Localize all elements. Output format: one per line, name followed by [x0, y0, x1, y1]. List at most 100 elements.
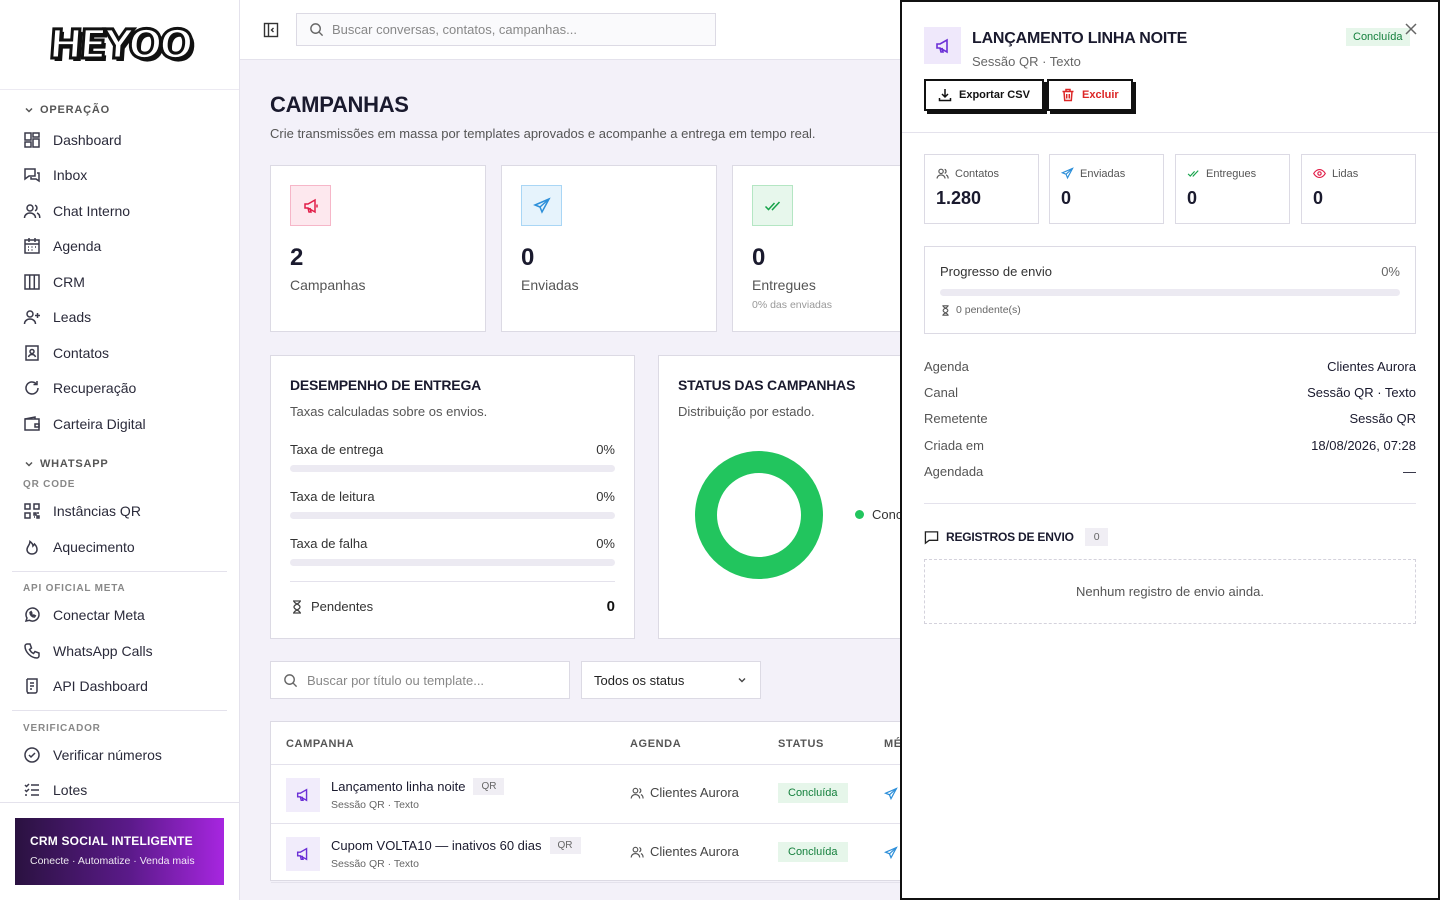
section-operacao-label: OPERAÇÃO	[40, 104, 110, 116]
sidebar-item-lotes[interactable]: Lotes	[12, 773, 227, 809]
count-badge: 0	[1084, 528, 1109, 546]
rate-label: Taxa de leitura	[290, 489, 375, 504]
rate-falha: Taxa de falha 0%	[290, 536, 615, 566]
agenda-name: Clientes Aurora	[650, 785, 739, 800]
sidebar-item-leads[interactable]: Leads	[12, 300, 227, 336]
close-icon[interactable]	[1404, 22, 1418, 36]
column-header-campanha[interactable]: CAMPANHA	[286, 738, 355, 750]
sidebar-item-instancias[interactable]: Instâncias QR	[12, 494, 227, 530]
sidebar-toggle-icon[interactable]	[263, 22, 279, 38]
meta-agendada: Agendada —	[924, 464, 1416, 479]
export-csv-button[interactable]: Exportar CSV	[924, 79, 1044, 111]
sidebar-item-aquecimento[interactable]: Aquecimento	[12, 529, 227, 565]
sidebar-item-agenda[interactable]: Agenda	[12, 229, 227, 265]
campaign-name[interactable]: Cupom VOLTA10 — inativos 60 dias	[331, 838, 542, 853]
status-badge: Concluída	[1346, 28, 1410, 46]
channel-badge: QR	[549, 837, 581, 854]
sidebar-item-crm[interactable]: CRM	[12, 264, 227, 300]
scroll-icon	[26, 678, 38, 694]
sidebar-item-verificar[interactable]: Verificar números	[12, 737, 227, 773]
section-title: REGISTROS DE ENVIO	[946, 530, 1074, 544]
meta-criada: Criada em 18/08/2026, 07:28	[924, 438, 1416, 453]
page-title: CAMPANHAS	[270, 92, 409, 117]
section-verificador: VERIFICADOR	[23, 722, 101, 734]
sidebar-item-label: Contatos	[53, 344, 110, 361]
trash-icon	[1062, 88, 1074, 102]
campaigns-table: CAMPANHA AGENDA STATUS MÉTRICAS Lançamen…	[270, 721, 900, 883]
section-operacao[interactable]: OPERAÇÃO	[12, 98, 227, 122]
contact-book-icon	[25, 345, 39, 361]
kpi-contatos: Contatos 1.280	[924, 154, 1039, 224]
pending-row: Pendentes 0	[290, 581, 615, 615]
column-header-agenda[interactable]: AGENDA	[630, 738, 682, 750]
users-icon	[630, 846, 644, 857]
pending-count: 0 pendente(s)	[956, 304, 1021, 316]
refresh-icon	[25, 381, 39, 395]
search-icon	[284, 673, 298, 687]
global-search-input[interactable]: Buscar conversas, contatos, campanhas...	[296, 13, 716, 46]
kanban-icon	[24, 274, 40, 290]
delete-button[interactable]: Excluir	[1047, 79, 1133, 111]
sidebar-item-calls[interactable]: WhatsApp Calls	[12, 633, 227, 669]
status-filter-select[interactable]: Todos os status	[581, 661, 761, 699]
button-label: Excluir	[1082, 89, 1119, 101]
promo-title: CRM SOCIAL INTELIGENTE	[30, 834, 193, 848]
divider	[12, 710, 227, 711]
divider	[0, 802, 240, 803]
sidebar-item-api-dashboard[interactable]: API Dashboard	[12, 669, 227, 705]
sidebar-item-label: Conectar Meta	[53, 607, 145, 624]
send-logs-header: REGISTROS DE ENVIO 0	[924, 528, 1109, 546]
qr-code-icon	[24, 503, 40, 519]
campaign-meta: Sessão QR · Texto	[331, 858, 419, 870]
section-whatsapp[interactable]: WHATSAPP	[12, 452, 227, 476]
sidebar-item-contatos[interactable]: Contatos	[12, 335, 227, 371]
sidebar-item-label: Recuperação	[53, 380, 137, 397]
campaign-search-input[interactable]: Buscar por título ou template...	[270, 661, 570, 699]
sidebar-item-label: Instâncias QR	[53, 503, 141, 520]
download-icon	[938, 89, 952, 102]
column-header-metricas[interactable]: MÉTRICAS	[884, 738, 900, 750]
user-plus-icon	[23, 310, 40, 325]
sidebar-item-label: Leads	[53, 309, 92, 326]
status-badge: Concluída	[778, 842, 848, 862]
heyoo-logo[interactable]: HEYOO	[46, 20, 194, 69]
donut-slice-concluida[interactable]	[695, 451, 823, 579]
logo-area: HEYOO	[0, 0, 239, 90]
progress-bar	[290, 512, 615, 519]
column-header-status[interactable]: STATUS	[778, 738, 824, 750]
search-placeholder: Buscar por título ou template...	[307, 672, 485, 688]
divider	[12, 570, 227, 572]
calendar-icon	[24, 238, 40, 254]
sidebar-item-recuperacao[interactable]: Recuperação	[12, 371, 227, 407]
promo-banner[interactable]: CRM SOCIAL INTELIGENTE Conecte · Automat…	[15, 818, 224, 885]
send-progress-card: Progresso de envio 0% 0 pendente(s)	[924, 246, 1416, 334]
chevron-down-icon	[25, 461, 33, 467]
eye-icon	[1313, 168, 1326, 179]
legend-label: Concluída	[872, 507, 900, 522]
progress-bar	[940, 289, 1400, 296]
panel-subtitle: Taxas calculadas sobre os envios.	[290, 404, 488, 419]
sidebar-item-inbox[interactable]: Inbox	[12, 158, 227, 194]
progress-bar	[290, 559, 615, 566]
meta-key: Agenda	[924, 359, 969, 374]
table-row[interactable]: Cupom VOLTA10 — inativos 60 dias QR Sessã…	[271, 824, 900, 883]
meta-value: Sessão QR	[1349, 411, 1416, 426]
kpi-entregues: Entregues 0	[1175, 154, 1290, 224]
sidebar-item-chat-interno[interactable]: Chat Interno	[12, 193, 227, 229]
kpi-value: 0	[1313, 188, 1324, 208]
table-row[interactable]: Lançamento linha noite QR Sessão QR · Tex…	[271, 765, 900, 824]
megaphone-icon	[286, 837, 320, 871]
message-icon	[924, 530, 939, 544]
sidebar-item-dashboard[interactable]: Dashboard	[12, 122, 227, 158]
status-badge: Concluída	[778, 783, 848, 803]
stat-label: Entregues	[752, 277, 816, 293]
dashboard-icon	[24, 132, 40, 148]
empty-state: Nenhum registro de envio ainda.	[924, 559, 1416, 624]
kpi-enviadas: Enviadas 0	[1049, 154, 1164, 224]
panel-title: STATUS DAS CAMPANHAS	[678, 377, 856, 393]
sidebar-item-conectar-meta[interactable]: Conectar Meta	[12, 598, 227, 634]
sidebar: HEYOO OPERAÇÃO Dashboard Inbox Chat Inte…	[0, 0, 240, 900]
sidebar-item-label: Dashboard	[53, 131, 122, 148]
sidebar-item-carteira[interactable]: Carteira Digital	[12, 406, 227, 442]
campaign-name[interactable]: Lançamento linha noite	[331, 779, 466, 794]
